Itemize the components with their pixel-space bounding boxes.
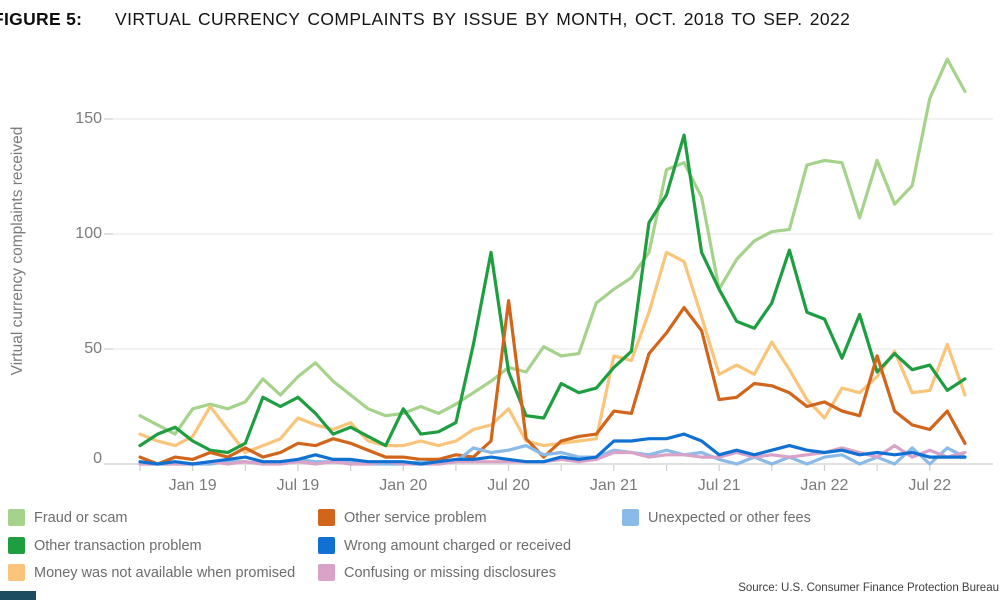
legend-swatch-money-not-available — [8, 564, 25, 581]
legend-label-money-not-available: Money was not available when promised — [34, 565, 296, 581]
legend-swatch-fraud-or-scam — [8, 509, 25, 526]
x-tick-label-jul-21: Jul 21 — [697, 477, 741, 494]
legend-swatch-unexpected-fees — [622, 509, 639, 526]
figure-number-label: FIGURE 5: — [0, 9, 83, 29]
figure-title: VIRTUAL CURRENCY COMPLAINTS BY ISSUE BY … — [115, 9, 851, 29]
y-tick-label-150: 150 — [75, 110, 102, 127]
legend-swatch-other-transaction-problem — [8, 537, 25, 554]
legend-swatch-wrong-amount — [318, 537, 335, 554]
x-tick-label-jan-22: Jan 22 — [800, 477, 849, 494]
series-line-fraud-or-scam — [138, 57, 967, 436]
x-tick-label-jul-20: Jul 20 — [487, 477, 530, 494]
legend-label-other-transaction-problem: Other transaction problem — [34, 538, 202, 554]
legend-label-other-service-problem: Other service problem — [344, 510, 487, 526]
x-tick-label-jan-19: Jan 19 — [168, 477, 217, 494]
source-attribution: Source: U.S. Consumer Finance Protection… — [738, 582, 999, 594]
series-line-other-transaction-problem — [138, 133, 967, 455]
y-tick-label-100: 100 — [75, 225, 102, 242]
legend-swatch-other-service-problem — [318, 509, 335, 526]
series-line-money-was-not-available-when-promised — [138, 250, 967, 455]
legend-label-wrong-amount: Wrong amount charged or received — [344, 538, 572, 554]
legend-swatch-confusing-disclosures — [318, 564, 335, 581]
legend-label-confusing-disclosures: Confusing or missing disclosures — [344, 565, 556, 581]
y-tick-label-50: 50 — [84, 340, 102, 357]
legend-label-fraud-or-scam: Fraud or scam — [34, 510, 128, 526]
x-tick-label-jul-22: Jul 22 — [908, 477, 952, 494]
x-tick-label-jan-20: Jan 20 — [379, 477, 428, 494]
y-tick-label-0: 0 — [93, 450, 102, 467]
legend-label-unexpected-fees: Unexpected or other fees — [648, 510, 811, 526]
x-tick-label-jul-19: Jul 19 — [276, 477, 320, 494]
y-axis-label: Virtual currency complaints received — [9, 126, 26, 376]
page-footer-bar — [0, 591, 36, 600]
series-line-wrong-amount-charged-or-received — [138, 432, 967, 466]
series-line-other-service-problem — [138, 299, 967, 466]
x-tick-label-jan-21: Jan 21 — [589, 477, 638, 494]
